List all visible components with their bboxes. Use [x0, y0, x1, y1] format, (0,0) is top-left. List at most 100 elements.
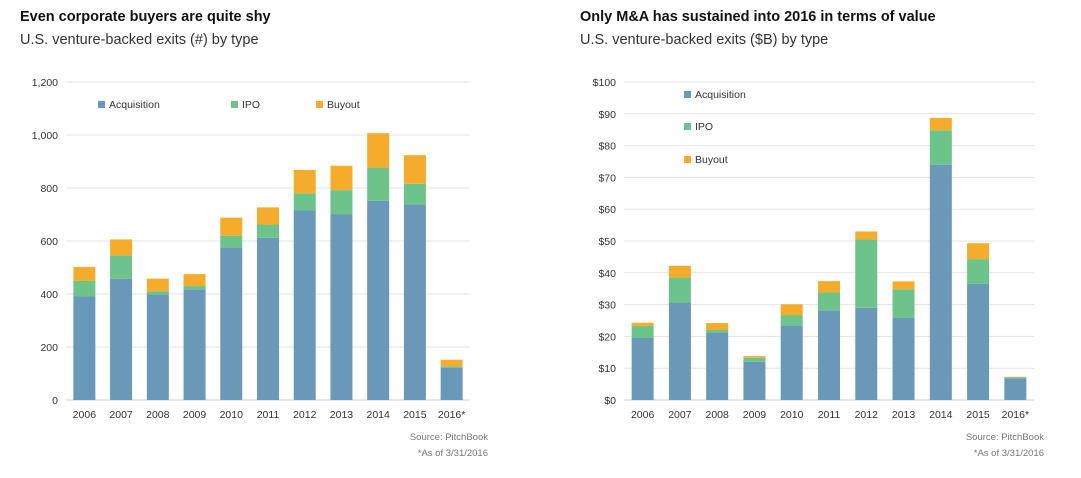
left-x-tick-label: 2013: [330, 409, 354, 421]
left-legend-swatch-buyout: [316, 101, 323, 108]
left-x-tick-label: 2006: [73, 409, 97, 421]
right-x-tick-label: 2011: [818, 409, 841, 421]
right-bar-buyout-2009: [743, 356, 766, 358]
left-legend-swatch-ipo: [231, 101, 238, 108]
left-x-tick-label: 2016*: [438, 409, 465, 421]
left-bar-acquisition-2016: [440, 367, 463, 400]
right-bar-buyout-2007: [668, 265, 691, 278]
left-legend-label-buyout: Buyout: [327, 99, 360, 111]
right-y-tick-label: $40: [598, 268, 616, 280]
right-bar-ipo-2012: [855, 239, 878, 308]
right-bar-ipo-2015: [967, 259, 990, 284]
left-bar-buyout-2009: [183, 274, 206, 287]
left-bar-ipo-2011: [257, 224, 279, 238]
left-bar-ipo-2016: [440, 366, 463, 368]
right-x-tick-label: 2016*: [1002, 409, 1029, 421]
left-y-tick-label: 1,000: [32, 130, 58, 142]
left-bar-ipo-2012: [293, 193, 316, 211]
right-bar-acquisition-2011: [818, 310, 840, 400]
right-bar-ipo-2009: [743, 357, 766, 362]
right-bar-acquisition-2007: [668, 303, 691, 400]
right-bar-ipo-2016: [1004, 377, 1027, 379]
left-bar-buyout-2016: [440, 359, 463, 367]
right-footnote: *As of 3/31/2016: [974, 448, 1044, 459]
right-bar-ipo-2008: [706, 330, 729, 333]
right-x-tick-label: 2014: [929, 409, 953, 421]
left-x-tick-label: 2012: [293, 409, 317, 421]
left-x-tick-label: 2011: [257, 409, 280, 421]
right-bar-buyout-2014: [929, 117, 952, 131]
left-bar-buyout-2007: [110, 239, 133, 256]
left-bar-ipo-2007: [110, 255, 133, 279]
left-bar-ipo-2006: [73, 280, 96, 297]
right-chart-subtitle: U.S. venture-backed exits ($B) by type: [580, 32, 829, 48]
right-legend-swatch-ipo: [684, 123, 691, 130]
left-chart-panel: Even corporate buyers are quite shy U.S.…: [0, 0, 540, 478]
left-bar-buyout-2011: [257, 207, 279, 225]
left-bar-acquisition-2011: [257, 237, 279, 400]
right-y-tick-label: $100: [593, 77, 617, 89]
right-y-tick-label: $60: [598, 204, 616, 216]
right-bar-buyout-2008: [706, 323, 729, 331]
left-y-tick-label: 800: [40, 183, 58, 195]
right-bar-ipo-2007: [668, 277, 691, 304]
left-x-tick-label: 2007: [109, 409, 133, 421]
left-footnote: *As of 3/31/2016: [418, 448, 488, 459]
right-bar-acquisition-2006: [631, 337, 654, 400]
left-chart-subtitle: U.S. venture-backed exits (#) by type: [20, 32, 259, 48]
left-bar-ipo-2010: [220, 235, 243, 248]
left-bar-buyout-2008: [146, 278, 169, 292]
left-bar-acquisition-2012: [293, 210, 316, 400]
right-legend-label-ipo: IPO: [695, 121, 713, 133]
left-x-tick-label: 2015: [403, 409, 427, 421]
right-chart-svg: $0 $10 $20 $30 $40 $50 $60 $70 $80 $90 $100 2006 200…: [593, 77, 1045, 459]
left-y-tick-label: 600: [40, 236, 58, 248]
right-x-tick-label: 2009: [743, 409, 767, 421]
right-x-tick-label: 2012: [855, 409, 879, 421]
right-bar-acquisition-2009: [743, 361, 766, 400]
left-legend-label-ipo: IPO: [242, 99, 260, 111]
right-bar-ipo-2011: [818, 292, 840, 311]
left-bar-buyout-2012: [293, 169, 316, 194]
right-source-note: Source: PitchBook: [966, 432, 1044, 443]
right-y-tick-label: $80: [598, 141, 616, 153]
right-bar-buyout-2016: [1004, 376, 1027, 378]
right-x-tick-label: 2007: [668, 409, 692, 421]
right-bar-acquisition-2014: [929, 164, 952, 400]
left-bar-ipo-2014: [367, 167, 390, 201]
right-legend-label-buyout: Buyout: [695, 154, 728, 166]
left-x-tick-label: 2009: [183, 409, 207, 421]
right-y-tick-label: $30: [598, 300, 616, 312]
left-y-tick-label: 200: [40, 342, 58, 354]
right-bar-ipo-2006: [631, 325, 654, 338]
left-bar-ipo-2015: [403, 183, 426, 205]
right-y-tick-label: $50: [598, 236, 616, 248]
left-y-tick-label: 1,200: [32, 77, 58, 89]
left-bar-buyout-2014: [367, 133, 390, 168]
left-legend-swatch-acquisition: [98, 101, 105, 108]
left-bar-buyout-2013: [330, 165, 353, 191]
left-y-tick-label: 0: [52, 395, 58, 407]
left-bar-acquisition-2008: [146, 294, 169, 400]
right-bar-buyout-2010: [780, 304, 803, 316]
left-chart-svg: 0 200 400 600 800 1,000 1,200 2006 2007 2008 2009 2…: [32, 77, 489, 459]
right-bar-buyout-2013: [892, 281, 915, 290]
left-x-tick-label: 2010: [220, 409, 244, 421]
right-bar-acquisition-2008: [706, 332, 729, 400]
left-bar-ipo-2009: [183, 286, 206, 290]
right-x-tick-label: 2010: [780, 409, 804, 421]
right-bar-acquisition-2010: [780, 325, 803, 400]
right-x-tick-label: 2015: [966, 409, 990, 421]
left-bar-acquisition-2010: [220, 247, 243, 400]
right-y-tick-label: $20: [598, 331, 616, 343]
left-x-tick-label: 2014: [367, 409, 391, 421]
right-bar-acquisition-2015: [967, 283, 990, 400]
right-x-tick-label: 2013: [892, 409, 916, 421]
right-legend-swatch-buyout: [684, 156, 691, 163]
left-y-tick-label: 400: [40, 289, 58, 301]
left-bar-acquisition-2013: [330, 214, 353, 400]
left-bar-acquisition-2009: [183, 289, 206, 400]
left-legend-label-acquisition: Acquisition: [109, 99, 160, 111]
right-y-tick-label: $70: [598, 172, 616, 184]
right-y-tick-label: $0: [604, 395, 616, 407]
